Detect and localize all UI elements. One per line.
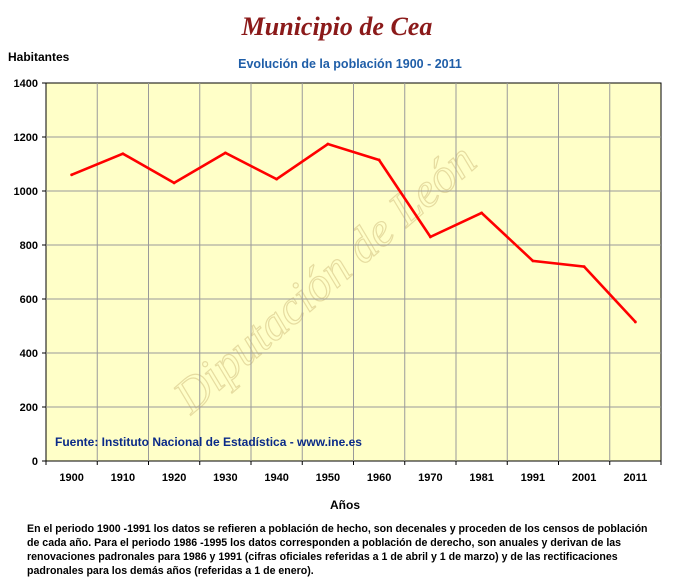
data-point [633,320,637,324]
x-tick-label: 1930 [213,472,237,484]
data-point [275,177,279,181]
x-tick-label: 2001 [572,472,596,484]
data-point [582,265,586,268]
data-point [377,158,381,162]
x-tick-label: 2011 [623,472,647,484]
x-tick-label: 1991 [521,472,545,484]
y-axis-label: Habitantes [8,50,70,64]
data-point [70,173,74,177]
y-tick-label: 1200 [14,132,38,144]
footnote: En el periodo 1900 -1991 los datos se re… [27,523,648,577]
x-tick-label: 1950 [316,472,340,484]
x-tick-label: 1960 [367,472,391,484]
y-tick-label: 1400 [14,78,38,90]
x-tick-label: 1940 [264,472,288,484]
y-tick-label: 0 [32,456,38,468]
data-point [531,259,535,263]
x-tick-label: 1981 [469,472,493,484]
source-note: Fuente: Instituto Nacional de Estadístic… [55,435,362,449]
y-tick-label: 1000 [14,186,38,198]
x-axis-label: Años [330,498,360,512]
y-tick-label: 600 [20,294,38,306]
y-tick-label: 400 [20,348,38,360]
chart-subtitle: Evolución de la población 1900 - 2011 [238,57,462,71]
data-point [121,152,125,156]
y-tick-label: 200 [20,402,38,414]
data-point [223,151,227,155]
data-point [172,181,176,185]
x-tick-label: 1970 [418,472,442,484]
data-point [428,235,432,239]
data-point [480,211,484,215]
x-tick-label: 1910 [111,472,135,484]
series-line [71,142,637,323]
data-point [326,142,330,146]
x-tick-label: 1900 [59,472,83,484]
y-tick-label: 800 [20,240,38,252]
x-tick-label: 1920 [162,472,186,484]
chart-title: Municipio de Cea [241,12,433,41]
